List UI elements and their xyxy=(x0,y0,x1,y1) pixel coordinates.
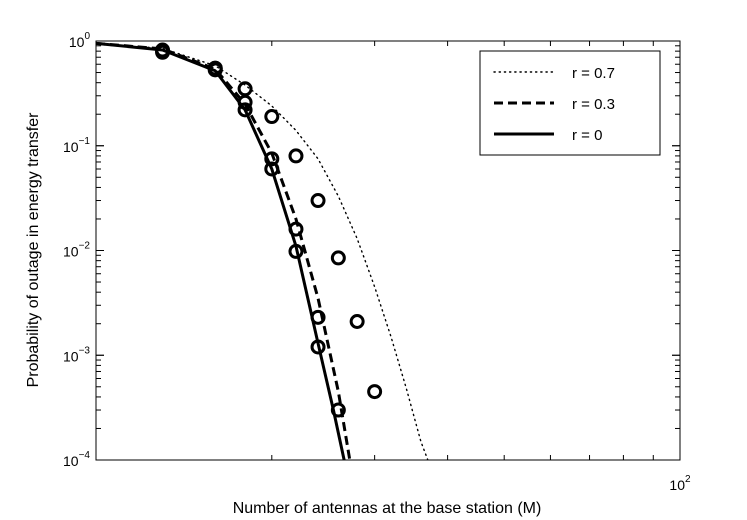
series-markers xyxy=(155,42,383,418)
marker-s1-5 xyxy=(310,309,326,325)
y-tick-exp: 0 xyxy=(84,31,90,42)
x-tick-label-0: 102 xyxy=(669,474,691,493)
y-tick-base: 10 xyxy=(69,34,85,50)
y-tick-base: 10 xyxy=(63,139,79,155)
y-tick-exp: −3 xyxy=(79,345,91,356)
series-line-0 xyxy=(96,42,429,460)
marker-s0-2 xyxy=(264,109,280,125)
x-tick-exp: 2 xyxy=(685,474,691,485)
y-axis-label: Probability of outage in energy transfer xyxy=(25,112,42,388)
y-tick-label-0: 100 xyxy=(69,31,91,50)
plot-area xyxy=(96,41,429,460)
x-axis-label: Number of antennas at the base station (… xyxy=(233,500,542,517)
y-tick-label-3: 10−3 xyxy=(63,345,90,364)
series-line-2 xyxy=(96,41,346,460)
marker-s2-0 xyxy=(155,44,171,60)
marker-s0-3 xyxy=(288,148,304,164)
marker-s0-5 xyxy=(330,250,346,266)
y-tick-label-2: 10−2 xyxy=(63,241,90,260)
legend-label-2: r = 0 xyxy=(572,127,602,144)
x-tick-labels: 102 xyxy=(669,474,691,493)
legend-box xyxy=(479,50,661,156)
y-tick-exp: −4 xyxy=(79,450,91,461)
marker-s2-2 xyxy=(237,102,253,118)
marker-s2-3 xyxy=(264,161,280,177)
marker-s2-4 xyxy=(288,243,304,259)
y-tick-base: 10 xyxy=(63,453,79,469)
legend-label-1: r = 0.3 xyxy=(572,96,615,113)
marker-s0-6 xyxy=(349,314,365,329)
marker-s0-1 xyxy=(237,81,253,97)
y-tick-base: 10 xyxy=(63,348,79,364)
marker-s1-3 xyxy=(264,151,280,167)
y-ticks xyxy=(96,40,680,461)
y-tick-base: 10 xyxy=(63,244,79,260)
marker-s1-6 xyxy=(330,402,346,418)
marker-s0-7 xyxy=(367,384,383,400)
marker-s1-4 xyxy=(288,221,304,237)
y-tick-label-1: 10−1 xyxy=(63,136,90,155)
y-tick-label-4: 10−4 xyxy=(63,450,90,469)
marker-s2-5 xyxy=(310,339,326,355)
x-tick-base: 10 xyxy=(669,477,685,493)
legend: r = 0.7 r = 0.3 r = 0 xyxy=(479,50,661,156)
y-tick-exp: −1 xyxy=(79,136,91,147)
x-ticks xyxy=(95,41,681,460)
marker-s0-4 xyxy=(310,193,326,209)
y-tick-exp: −2 xyxy=(79,241,91,252)
legend-label-0: r = 0.7 xyxy=(572,65,615,82)
marker-s1-2 xyxy=(237,94,253,110)
marker-s2-1 xyxy=(207,62,223,78)
